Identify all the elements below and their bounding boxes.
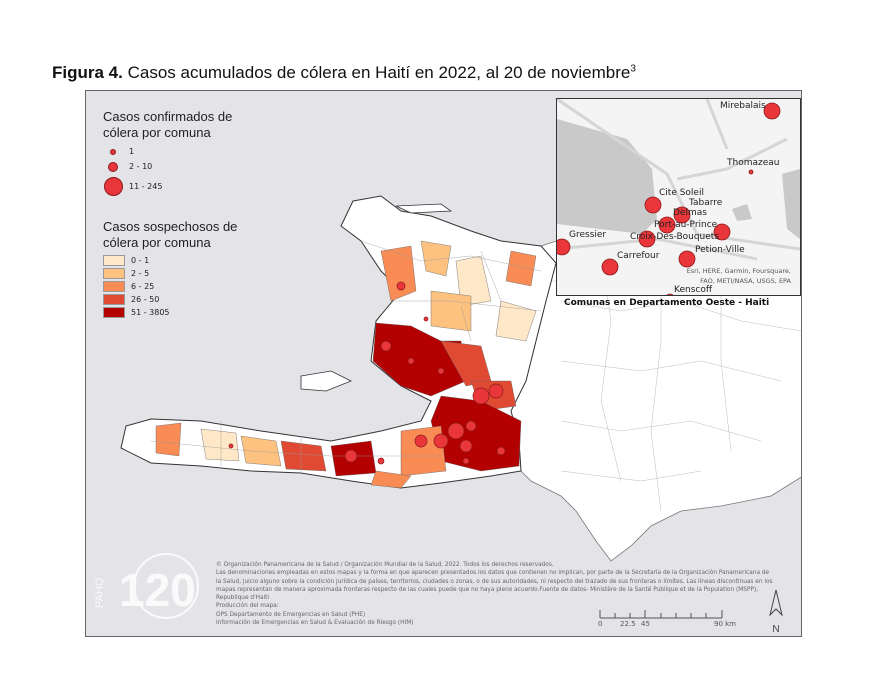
legend-label: 2 - 10 xyxy=(129,162,153,171)
legend-confirmed-subtitle: cólera por comuna xyxy=(103,125,211,140)
legend-item: 2 - 5 xyxy=(103,267,237,280)
legend-label: 0 - 1 xyxy=(131,256,150,265)
legend-suspected-title: Casos sospechosos de xyxy=(103,219,238,234)
place-label: Carrefour xyxy=(617,251,660,261)
map-canvas xyxy=(120,195,801,562)
legend-label: 51 - 3805 xyxy=(131,308,170,317)
swatch xyxy=(103,281,125,292)
footnote-ref: 3 xyxy=(630,63,636,75)
inset-canvas xyxy=(557,99,800,295)
place-label: Tabarre xyxy=(689,198,723,208)
legend-label: 11 - 245 xyxy=(129,181,163,191)
legend-item: 6 - 25 xyxy=(103,280,237,293)
map-disclaimer: © Organización Panamericana de la Salud … xyxy=(216,561,776,627)
svg-text:PAHO: PAHO xyxy=(94,577,106,608)
figure-number: Figura 4. xyxy=(52,63,123,82)
paho-120-logo: 120 PAHO xyxy=(94,553,199,619)
legend-label: 26 - 50 xyxy=(131,295,160,304)
place-label: Port-au-Prince xyxy=(654,220,718,230)
legend-item: 0 - 1 xyxy=(103,254,237,267)
scale-label: 0 xyxy=(598,620,603,628)
legend-item: 26 - 50 xyxy=(103,293,237,306)
legend-confirmed: Casos confirmados de cólera por comuna 1… xyxy=(103,109,232,197)
inset-roads xyxy=(557,99,800,261)
place-label: Thomazeau xyxy=(727,158,780,168)
map-frame: Casos confirmados de cólera por comuna 1… xyxy=(85,90,802,637)
producer-line: Información de Emergencias en Salud & Ev… xyxy=(216,620,414,627)
legend-confirmed-title: Casos confirmados de xyxy=(103,109,233,124)
place-label: Gressier xyxy=(569,230,607,240)
legend-label: 1 xyxy=(129,147,135,156)
haiti-commune-lines xyxy=(150,240,542,473)
scale-bar-graphic xyxy=(599,610,723,619)
production-label: Producción del mapa: xyxy=(216,603,279,610)
inset-caption: Comunas en Departamento Oeste - Haiti xyxy=(564,298,770,308)
medium-circle-icon xyxy=(108,161,118,172)
scale-label: 45 xyxy=(641,620,650,628)
place-label: Mirebalais xyxy=(720,101,766,111)
swatch xyxy=(103,307,125,318)
legend-label: 2 - 5 xyxy=(131,269,150,278)
north-label: N xyxy=(772,624,780,635)
north-arrow-icon xyxy=(769,589,783,617)
legend-item: 51 - 3805 xyxy=(103,306,237,319)
lake-water xyxy=(782,169,800,239)
gonave-island xyxy=(300,370,352,392)
swatch xyxy=(103,294,125,305)
basemap-attribution: Esri, HERE, Garmin, Foursquare, FAO, METI… xyxy=(666,266,791,286)
inset-map: Mirebalais Thomazeau Cite Soleil Tabarre… xyxy=(556,98,801,296)
legend-suspected: Casos sospechosos de cólera por comuna 0… xyxy=(103,219,237,319)
attribution-line: Esri, HERE, Garmin, Foursquare, xyxy=(686,267,791,275)
scale-label: 90 km xyxy=(714,620,737,628)
place-label: Petion-Ville xyxy=(695,245,745,255)
legend-item: 2 - 10 xyxy=(103,158,232,175)
place-label: Delmas xyxy=(673,208,707,218)
legend-item: 11 - 245 xyxy=(103,175,232,197)
tortuga-island xyxy=(395,203,453,214)
confirmed-case-circles xyxy=(228,281,506,465)
swatch xyxy=(103,268,125,279)
producer-line: OPS Departamento de Emergencias en Salud… xyxy=(216,611,366,618)
swatch xyxy=(103,255,125,266)
disclaimer-text: Las denominaciones empleadas en estos ma… xyxy=(216,570,773,602)
attribution-line: FAO, METI/NASA, USGS, EPA xyxy=(700,277,791,285)
copyright-text: © Organización Panamericana de la Salud … xyxy=(216,562,554,568)
north-arrow: N xyxy=(766,589,786,635)
legend-item: 1 xyxy=(103,145,232,158)
place-label: Kenscoff xyxy=(674,285,713,295)
dr-province-lines xyxy=(541,250,801,512)
place-label: Cite Soleil xyxy=(659,188,704,198)
legend-suspected-subtitle: cólera por comuna xyxy=(103,235,211,250)
scale-label: 22.5 xyxy=(620,620,636,628)
large-circle-icon xyxy=(103,176,123,196)
legend-label: 6 - 25 xyxy=(131,282,155,291)
small-circle-icon xyxy=(110,148,116,155)
figure-caption: Casos acumulados de cólera en Haití en 2… xyxy=(122,63,631,82)
place-label: Croix-Des-Bouquets xyxy=(630,232,720,242)
svg-text:120: 120 xyxy=(119,564,196,616)
inset-case-circles xyxy=(557,102,781,295)
bay-water xyxy=(557,119,657,234)
scale-bar: 0 22.5 45 90 km xyxy=(598,606,743,631)
figure-title: Figura 4. Casos acumulados de cólera en … xyxy=(52,63,636,83)
